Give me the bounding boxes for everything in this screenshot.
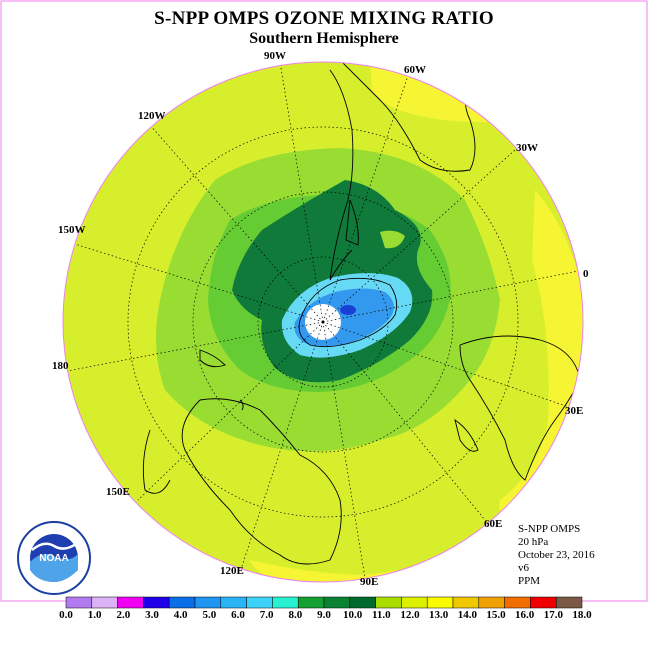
colorbar-tick-label: 4.0 (173, 609, 188, 621)
colorbar-swatch (504, 596, 531, 609)
ozone-field (63, 62, 583, 582)
ozone-patch-light (380, 230, 405, 249)
colorbar-swatch (91, 596, 118, 609)
colorbar-swatch (452, 596, 480, 609)
colorbar-swatch (555, 596, 583, 609)
lon-label-180: 180 (52, 360, 69, 372)
colorbar-tick-label: 12.0 (400, 609, 420, 621)
logo-text: NOAA (39, 553, 68, 564)
colorbar-tick-label: 3.0 (145, 609, 159, 621)
map-subtitle: Southern Hemisphere (249, 30, 399, 47)
colorbar-swatch (272, 596, 299, 609)
colorbar-tick-label: 13.0 (429, 609, 449, 621)
info-instrument: S-NPP OMPS (518, 523, 581, 535)
graticule (63, 62, 583, 579)
noaa-logo-icon: NOAA (17, 521, 91, 595)
lon-label-150w: 150W (58, 224, 86, 236)
colorbar-tick-label: 10.0 (343, 609, 363, 621)
lon-label-60w: 60W (404, 64, 426, 76)
colorbar-tick-label: 7.0 (259, 609, 274, 621)
lon-label-120e: 120E (220, 565, 244, 577)
lon-label-90w: 90W (264, 50, 286, 62)
lon-label-30w: 30W (516, 142, 538, 154)
info-version: v6 (518, 562, 529, 574)
info-level: 20 hPa (518, 536, 549, 548)
colorbar-tick-label: 14.0 (457, 609, 477, 621)
colorbar-swatch (143, 596, 170, 609)
colorbar-tick-label: 8.0 (288, 609, 303, 621)
globe-outline (62, 61, 584, 583)
map-title: S-NPP OMPS OZONE MIXING RATIO (154, 8, 494, 29)
info-date: October 23, 2016 (518, 549, 595, 561)
colorbar-swatch (246, 596, 273, 609)
lon-label-90e: 90E (360, 576, 379, 588)
lon-label-120w: 120W (138, 110, 166, 122)
coastlines (142, 62, 581, 565)
colorbar (65, 596, 583, 609)
colorbar-tick-label: 17.0 (543, 609, 563, 621)
colorbar-tick-label: 0.0 (59, 609, 73, 621)
colorbar-swatch (530, 596, 557, 609)
colorbar-tick-label: 2.0 (116, 609, 131, 621)
colorbar-tick-label: 5.0 (202, 609, 217, 621)
colorbar-tick-label: 1.0 (87, 609, 102, 621)
colorbar-tick-label: 15.0 (486, 609, 506, 621)
lon-label-30e: 30E (565, 405, 584, 417)
lon-label-60e: 60E (484, 518, 503, 530)
colorbar-swatch (401, 596, 428, 609)
colorbar-swatch (478, 596, 505, 609)
colorbar-tick-label: 11.0 (372, 609, 391, 621)
ozone-band-3 (340, 305, 356, 315)
colorbar-swatch (323, 596, 351, 609)
colorbar-swatch (65, 596, 93, 609)
colorbar-swatch (168, 596, 196, 609)
product-info: S-NPP OMPS 20 hPa October 23, 2016 v6 PP… (518, 523, 595, 588)
colorbar-swatch (220, 596, 247, 609)
lon-label-0: 0 (583, 268, 589, 280)
lon-label-150e: 150E (106, 486, 130, 498)
info-units: PPM (518, 575, 541, 587)
colorbar-tick-label: 16.0 (515, 609, 535, 621)
colorbar-swatch (375, 596, 402, 609)
colorbar-swatch (194, 596, 222, 609)
colorbar-tick-label: 6.0 (231, 609, 245, 621)
colorbar-tick-label: 18.0 (572, 609, 592, 621)
colorbar-swatch (297, 596, 325, 609)
colorbar-swatch (349, 596, 376, 609)
colorbar-tick-label: 9.0 (317, 609, 331, 621)
colorbar-swatch (117, 596, 144, 609)
colorbar-swatch (426, 596, 454, 609)
